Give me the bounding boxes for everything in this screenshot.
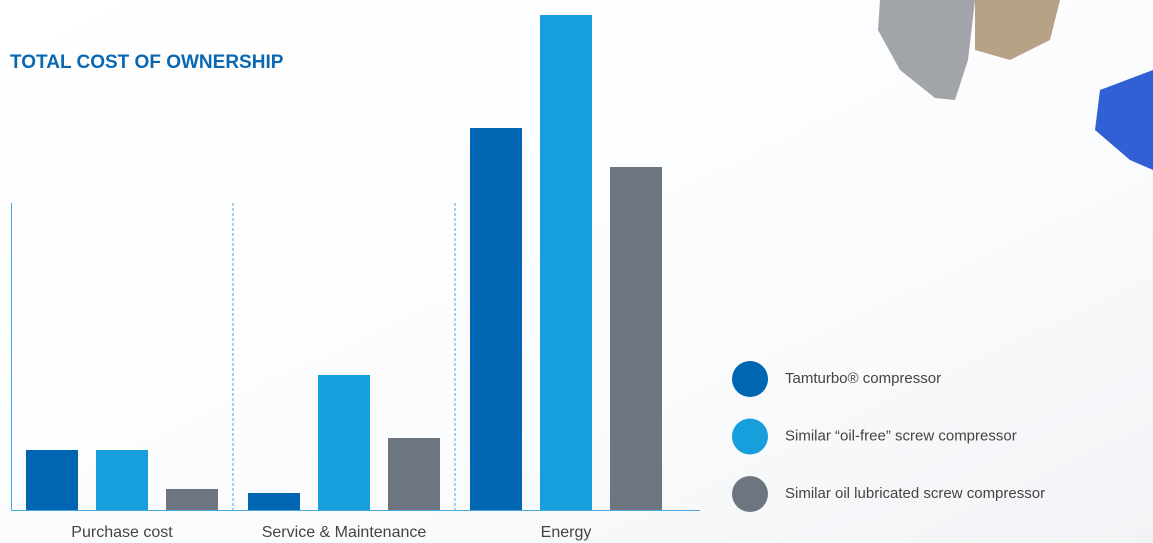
x-tick-label: Energy [541, 524, 592, 541]
bar [388, 438, 440, 510]
bar [26, 450, 78, 510]
x-tick-label: Purchase cost [71, 524, 173, 541]
legend-label: Tamturbo® compressor [785, 370, 941, 387]
legend-label: Similar oil lubricated screw compressor [785, 485, 1045, 502]
bar [248, 493, 300, 510]
bar [540, 15, 592, 510]
bar [610, 167, 662, 510]
bar [318, 375, 370, 510]
bar [96, 450, 148, 510]
legend-swatch [732, 476, 768, 512]
bar [470, 128, 522, 510]
legend-swatch [732, 418, 768, 455]
bar [166, 489, 218, 510]
x-tick-label: Service & Maintenance [262, 524, 427, 541]
legend-label: Similar “oil-free” screw compressor [785, 427, 1017, 444]
chart-title: TOTAL COST OF OWNERSHIP [10, 52, 284, 73]
product-photo [878, 0, 1153, 170]
legend-swatch [732, 361, 768, 397]
